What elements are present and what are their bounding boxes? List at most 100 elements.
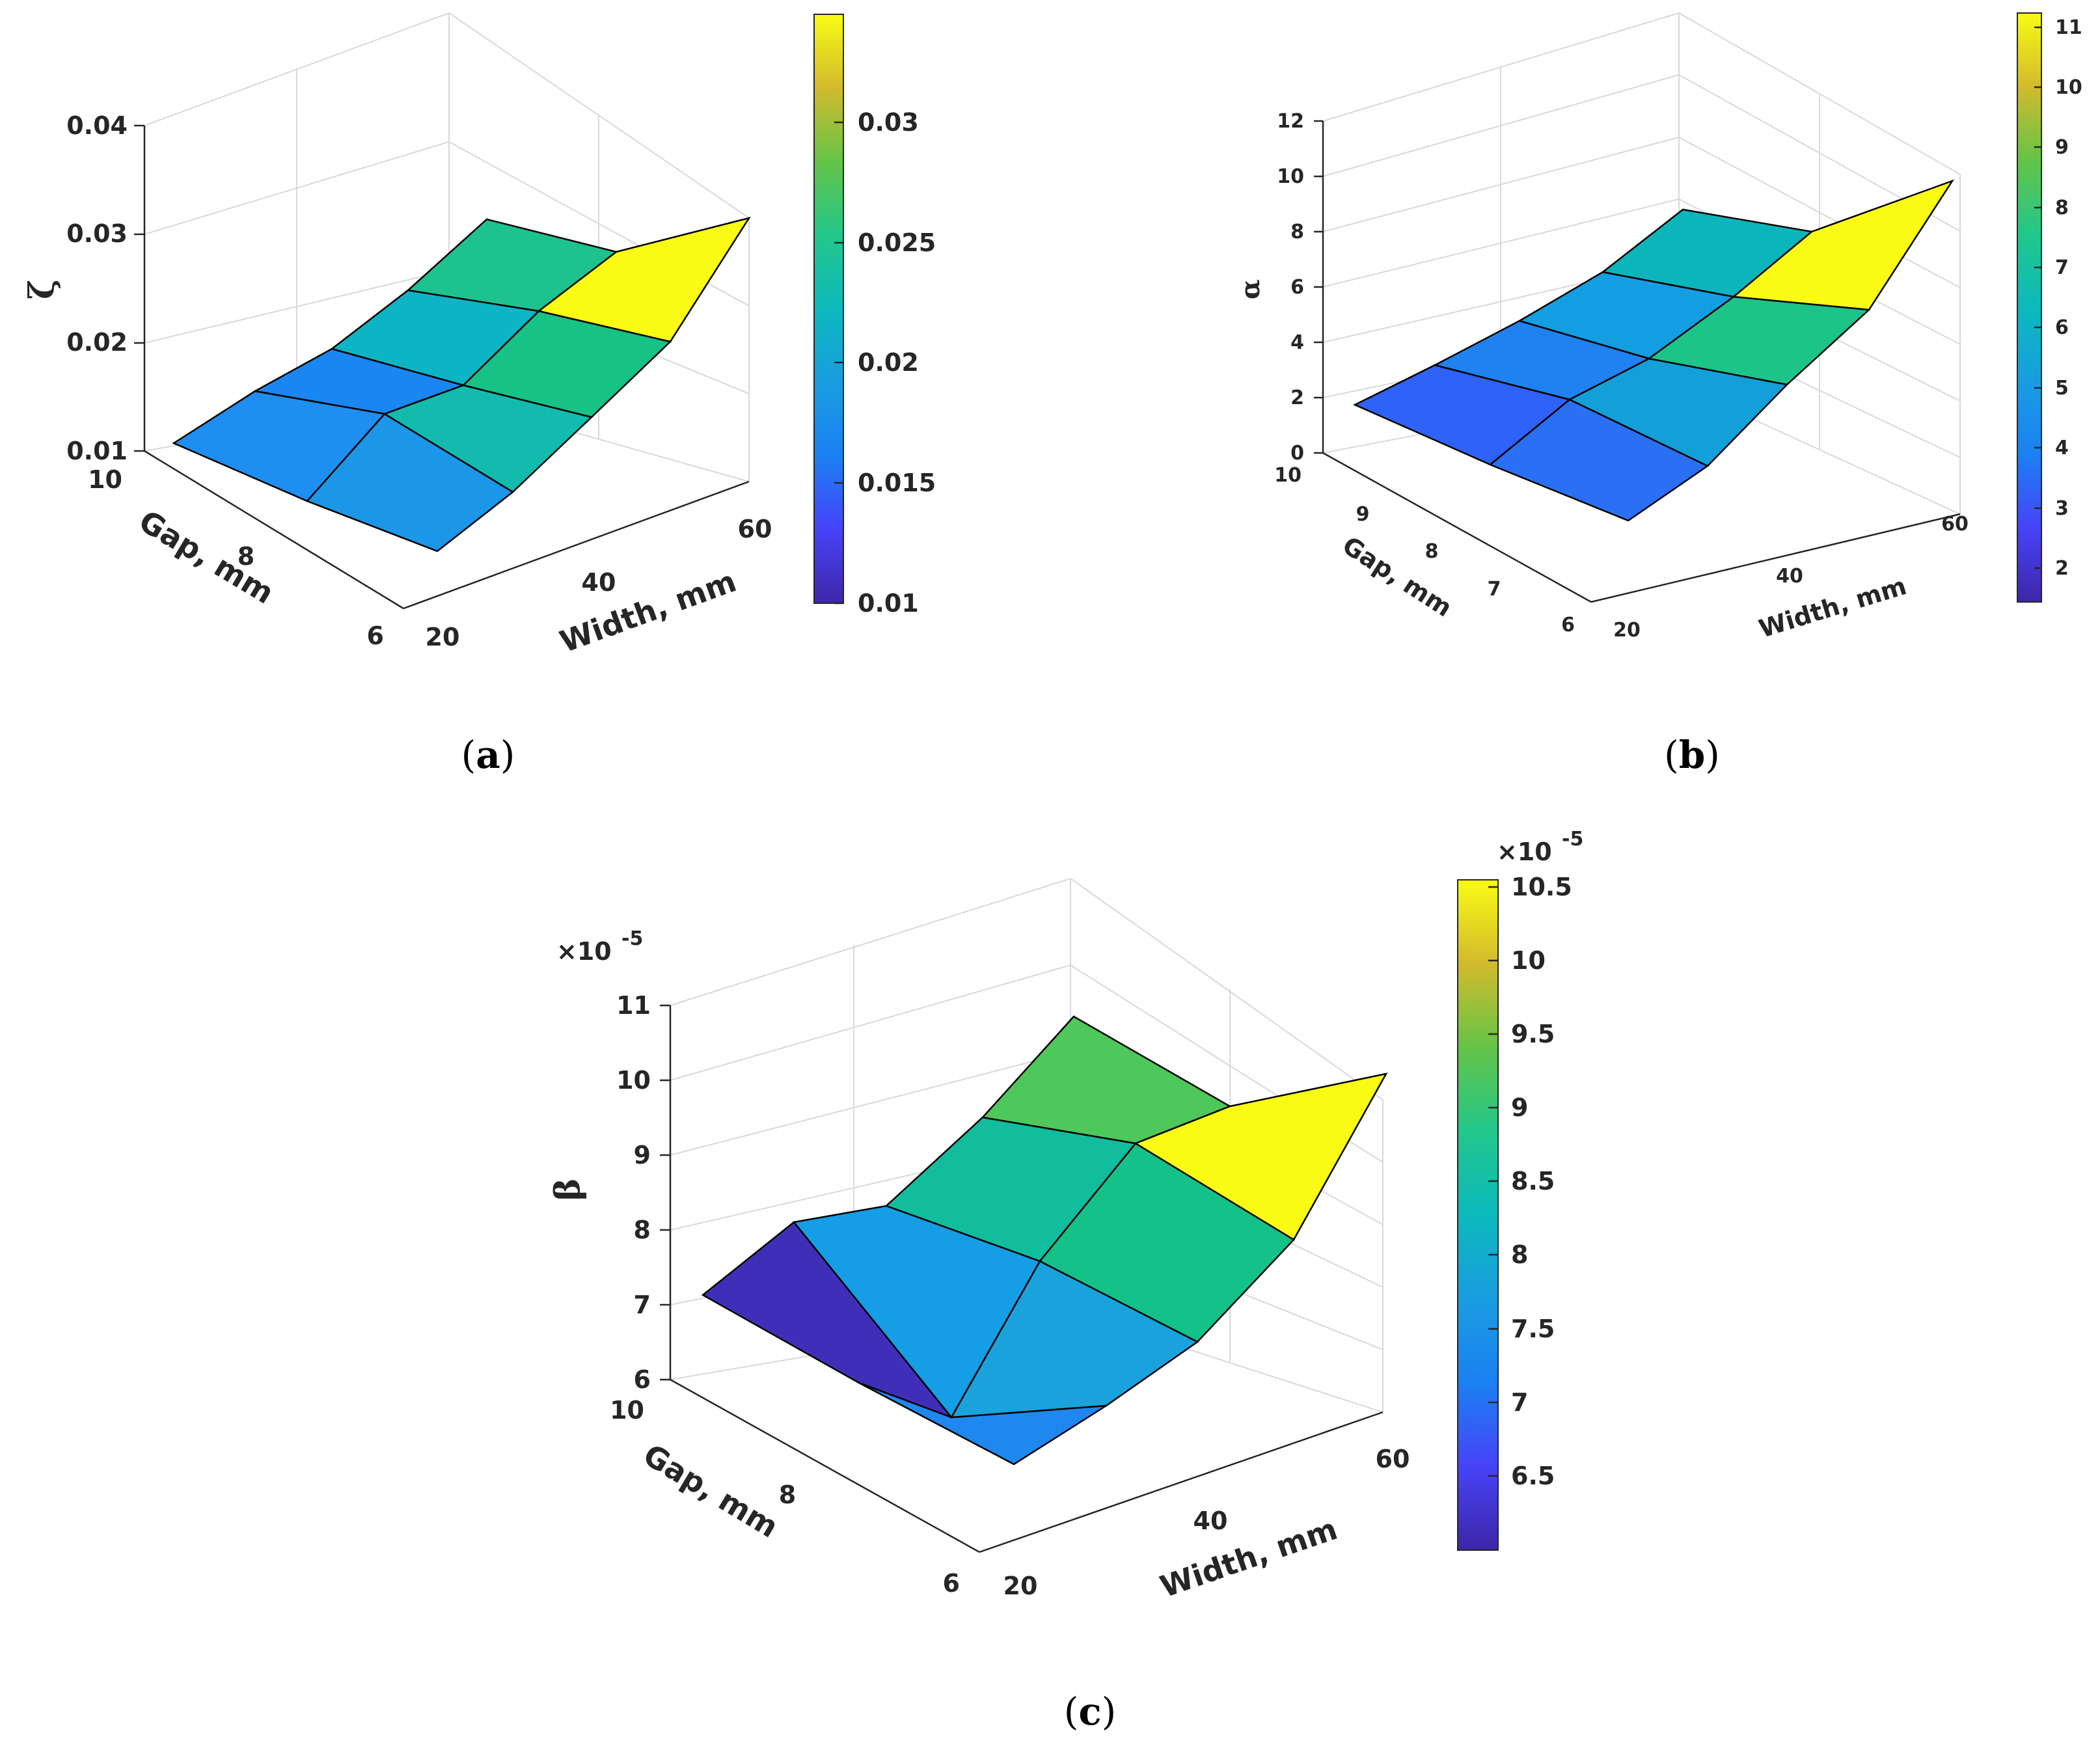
chart-c-y-label: Gap, mm xyxy=(637,1437,784,1544)
chart-b-y-ticks: 10 9 8 7 6 xyxy=(1274,464,1575,636)
chart-a-z-tick: 0.01 xyxy=(66,437,128,465)
chart-b-colorbar-tick: 8 xyxy=(2055,197,2069,219)
chart-b-z-tick: 10 xyxy=(1277,165,1304,188)
chart-b-x-tick: 20 xyxy=(1613,619,1641,642)
chart-b-x-ticks: 20 40 60 xyxy=(1613,513,1969,642)
chart-b-colorbar: 2 3 4 5 6 7 8 9 10 11 xyxy=(2017,12,2082,603)
chart-a-z-ticks: 0.01 0.02 0.03 0.04 xyxy=(66,111,128,465)
chart-a-colorbar-tick: 0.025 xyxy=(858,228,936,257)
chart-a-y-tick: 6 xyxy=(367,621,384,650)
chart-c-x-tick: 20 xyxy=(1003,1572,1038,1600)
chart-c-y-tick: 8 xyxy=(779,1480,796,1509)
chart-b-z-tick: 12 xyxy=(1277,110,1304,133)
chart-c-y-tick: 10 xyxy=(610,1396,644,1425)
chart-c-colorbar-tick: 7.5 xyxy=(1511,1315,1555,1343)
chart-b-z-ticks: 0 2 4 6 8 10 12 xyxy=(1277,110,1304,465)
chart-b-colorbar-tick-marks xyxy=(2034,26,2041,569)
chart-a-colorbar-bar xyxy=(813,14,844,604)
chart-a-z-tick: 0.03 xyxy=(66,219,128,248)
chart-b-colorbar-tick: 10 xyxy=(2055,76,2082,99)
chart-b-x-tick: 40 xyxy=(1776,565,1803,588)
chart-a-z-tick: 0.02 xyxy=(66,328,128,357)
chart-b-z-tick: 4 xyxy=(1290,331,1304,354)
chart-c-surface xyxy=(701,1015,1388,1466)
chart-c-colorbar-multiplier-exp: -5 xyxy=(1562,828,1583,851)
chart-a-y-ticks: 10 8 6 xyxy=(88,465,384,650)
panel-label-a: (a) xyxy=(461,733,515,777)
chart-b-y-tick: 8 xyxy=(1425,540,1439,563)
chart-a-y-tick: 8 xyxy=(238,542,254,571)
chart-c-z-tick: 9 xyxy=(634,1141,651,1169)
chart-a: 0.01 0.02 0.03 0.04 10 8 6 20 40 60 Gap,… xyxy=(22,12,936,777)
chart-c-colorbar-tick: 8 xyxy=(1511,1240,1528,1269)
chart-c-colorbar: ×10 -5 6.5 7 7.5 8 8.5 9 9.5 10 xyxy=(1457,828,1583,1551)
chart-a-z-tick: 0.04 xyxy=(66,111,128,140)
chart-b-colorbar-tick: 5 xyxy=(2055,377,2069,400)
chart-c-z-tick: 11 xyxy=(616,991,651,1020)
chart-c-z-multiplier: ×10 -5 xyxy=(556,927,643,966)
chart-b: 0 2 4 6 8 10 12 10 9 8 7 6 20 40 60 Gap,… xyxy=(1235,12,2082,777)
chart-b-colorbar-tick: 7 xyxy=(2055,256,2069,279)
chart-c-x-ticks: 20 40 60 xyxy=(1003,1445,1410,1600)
chart-c-z-tick: 8 xyxy=(634,1216,651,1244)
chart-a-x-ticks: 20 40 60 xyxy=(426,515,772,651)
chart-b-surface xyxy=(1353,179,1955,522)
chart-c-axes xyxy=(660,1004,1384,1553)
chart-a-x-tick: 20 xyxy=(426,623,460,651)
chart-c-colorbar-bar xyxy=(1457,879,1499,1551)
chart-b-colorbar-tick: 6 xyxy=(2055,316,2069,339)
chart-b-x-tick: 60 xyxy=(1941,513,1969,536)
chart-a-x-tick: 40 xyxy=(582,568,616,597)
chart-a-x-tick: 60 xyxy=(738,515,772,543)
chart-a-colorbar: 0.01 0.015 0.02 0.025 0.03 xyxy=(813,14,936,618)
chart-c-colorbar-multiplier-base: ×10 xyxy=(1497,838,1552,866)
chart-a-colorbar-tick: 0.01 xyxy=(858,589,919,618)
chart-b-z-tick: 2 xyxy=(1290,387,1304,409)
chart-b-colorbar-bar xyxy=(2017,12,2042,603)
chart-b-colorbar-tick: 3 xyxy=(2055,497,2069,520)
chart-c-z-tick: 7 xyxy=(634,1290,651,1319)
chart-b-z-tick: 0 xyxy=(1290,442,1304,465)
chart-c-colorbar-tick: 9.5 xyxy=(1511,1020,1555,1048)
chart-a-colorbar-tick-marks xyxy=(834,121,843,605)
chart-c-colorbar-tick: 9 xyxy=(1511,1093,1528,1122)
chart-c-x-tick: 60 xyxy=(1376,1445,1410,1473)
chart-c-y-tick: 6 xyxy=(943,1569,960,1598)
chart-c-colorbar-tick: 10.5 xyxy=(1511,873,1572,901)
chart-a-face-2-2 xyxy=(537,217,751,343)
chart-c-z-tick: 6 xyxy=(634,1365,651,1394)
chart-b-colorbar-tick: 9 xyxy=(2055,136,2069,159)
chart-c-x-label: Width, mm xyxy=(1156,1511,1342,1604)
chart-c-colorbar-tick: 7 xyxy=(1511,1388,1528,1417)
chart-a-y-tick: 10 xyxy=(88,465,122,494)
chart-b-colorbar-tick: 4 xyxy=(2055,437,2069,459)
chart-b-y-tick: 10 xyxy=(1274,464,1302,487)
chart-b-face-2-2 xyxy=(1731,179,1955,311)
chart-b-colorbar-tick: 11 xyxy=(2055,16,2082,39)
chart-a-colorbar-tick: 0.03 xyxy=(858,108,919,137)
chart-c-face-2-2 xyxy=(1134,1072,1388,1241)
chart-c-x-tick: 40 xyxy=(1193,1507,1228,1535)
chart-c-z-multiplier-base: ×10 xyxy=(556,937,612,966)
chart-c-y-ticks: 10 8 6 xyxy=(610,1396,960,1598)
chart-b-y-label: Gap, mm xyxy=(1337,531,1457,623)
chart-a-z-label: ζ xyxy=(22,279,62,299)
chart-c-colorbar-tick: 6.5 xyxy=(1511,1462,1555,1490)
chart-b-z-label: α xyxy=(1235,279,1266,299)
chart-c-colorbar-multiplier: ×10 -5 xyxy=(1497,828,1583,866)
chart-c-z-label: β xyxy=(548,1178,588,1201)
chart-b-y-tick: 6 xyxy=(1561,614,1575,636)
chart-c-colorbar-tick: 10 xyxy=(1511,946,1546,975)
chart-b-z-tick: 6 xyxy=(1290,276,1304,299)
chart-b-colorbar-tick: 2 xyxy=(2055,557,2069,580)
chart-c: ×10 -5 6 7 8 9 10 11 10 8 6 20 40 60 Gap… xyxy=(548,828,1583,1734)
chart-a-surface xyxy=(172,217,751,552)
chart-a-colorbar-tick: 0.015 xyxy=(858,469,936,497)
panel-label-c: (c) xyxy=(1064,1689,1117,1734)
chart-b-z-tick: 8 xyxy=(1290,221,1304,243)
chart-c-z-tick: 10 xyxy=(616,1066,651,1095)
chart-b-y-tick: 7 xyxy=(1488,578,1501,601)
panel-label-b: (b) xyxy=(1664,733,1720,777)
chart-c-colorbar-tick-marks xyxy=(1488,886,1498,1477)
